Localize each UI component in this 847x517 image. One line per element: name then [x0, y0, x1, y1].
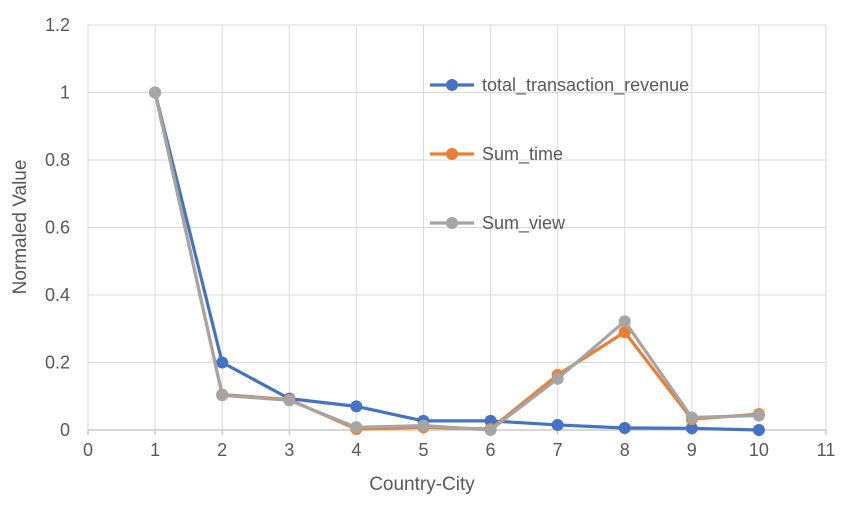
y-tick-label: 0.2	[45, 353, 70, 373]
data-point	[618, 326, 631, 339]
x-tick-label: 0	[83, 440, 93, 460]
y-tick-label: 0.6	[45, 218, 70, 238]
series-line	[153, 90, 761, 431]
y-tick-label: 1.2	[45, 15, 70, 35]
series-sum-time	[149, 86, 765, 435]
x-tick-label: 9	[687, 440, 697, 460]
legend-item: Sum_time	[430, 144, 563, 165]
y-tick-label: 0.4	[45, 285, 70, 305]
data-point	[551, 418, 564, 431]
legend-item: total_transaction_revenue	[430, 75, 689, 96]
series-line	[153, 90, 761, 432]
data-point	[752, 409, 765, 422]
x-tick-label: 1	[150, 440, 160, 460]
data-point	[283, 394, 296, 407]
y-axis-title: Normaled Value	[10, 160, 31, 295]
legend: total_transaction_revenue Sum_time Sum_vie…	[430, 75, 689, 234]
legend-label: Sum_time	[482, 144, 563, 165]
x-tick-label: 10	[749, 440, 769, 460]
y-tick-label: 0.8	[45, 150, 70, 170]
legend-label: Sum_view	[482, 213, 566, 234]
data-point	[551, 372, 564, 385]
y-tick-label: 0	[60, 420, 70, 440]
data-point	[216, 356, 229, 369]
series-line	[153, 90, 761, 432]
data-point	[685, 422, 698, 435]
data-point	[484, 424, 497, 436]
data-point	[350, 400, 363, 413]
legend-swatch-marker	[446, 148, 458, 160]
data-point	[149, 86, 162, 99]
series-sum-view	[149, 86, 765, 436]
data-point	[216, 389, 229, 402]
x-tick-label: 5	[418, 440, 428, 460]
y-tick-label: 1	[60, 83, 70, 103]
x-tick-label: 2	[217, 440, 227, 460]
x-axis-title: Country-City	[369, 474, 475, 495]
axes: 0 1 2 3 4 5 6 7 8 9 10 11 0 0.2 0.4 0.6 0.8 1 1.2	[45, 15, 835, 460]
x-tick-label: 7	[553, 440, 563, 460]
data-point	[685, 411, 698, 424]
series-lines	[149, 86, 765, 436]
x-tick-label: 11	[817, 440, 836, 460]
x-tick-label: 6	[486, 440, 496, 460]
legend-label: total_transaction_revenue	[482, 75, 689, 96]
series-total-transaction-revenue	[149, 86, 765, 436]
legend-swatch-marker	[446, 217, 458, 229]
data-point	[417, 419, 430, 432]
x-tick-label: 8	[620, 440, 630, 460]
legend-item: Sum_view	[430, 213, 566, 234]
data-point	[618, 421, 631, 434]
data-point	[350, 421, 363, 434]
legend-swatch-marker	[446, 79, 458, 91]
data-point	[752, 424, 765, 436]
data-point	[618, 315, 631, 328]
x-tick-label: 3	[284, 440, 294, 460]
x-tick-label: 4	[351, 440, 361, 460]
